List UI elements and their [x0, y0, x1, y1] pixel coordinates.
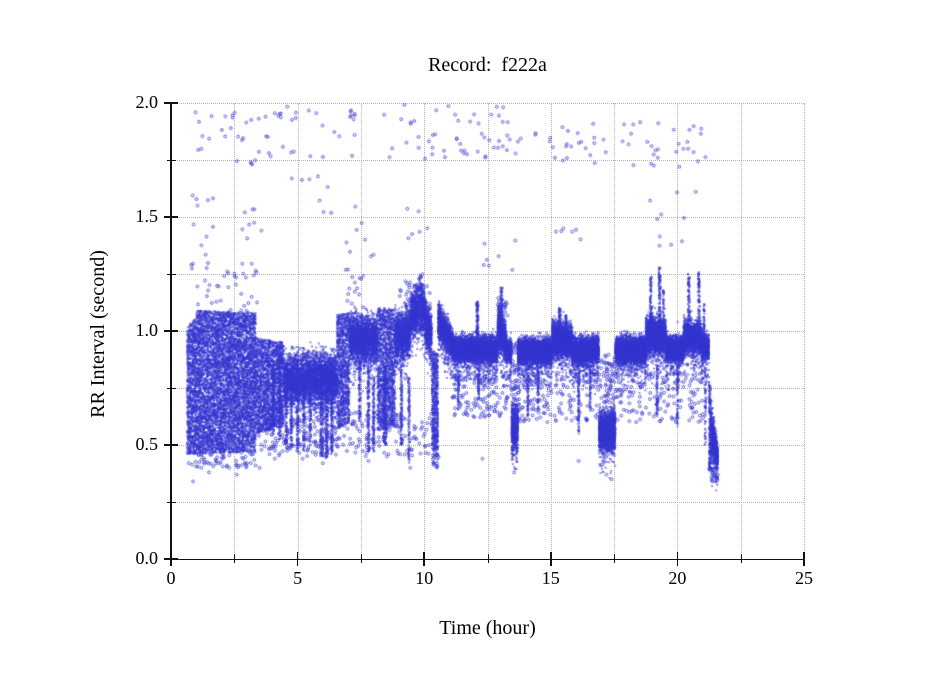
x-minor-tick [360, 554, 362, 563]
x-axis-label: Time (hour) [439, 617, 536, 639]
chart-title: Record: f222a [428, 54, 547, 76]
x-major-tick [423, 552, 425, 566]
x-major-tick [676, 552, 679, 566]
y-major-tick [164, 102, 178, 104]
gridline-y [171, 445, 804, 446]
x-major-tick [296, 552, 299, 566]
x-tick-label: 10 [415, 568, 434, 588]
x-minor-tick [487, 554, 489, 563]
gridline-y [171, 274, 804, 275]
y-minor-tick [167, 274, 176, 275]
gridline-y [171, 331, 804, 332]
gridline-y [171, 217, 804, 218]
x-tick-label: 5 [293, 568, 303, 588]
y-tick-label: 1.5 [135, 206, 159, 226]
gridline-x [804, 103, 805, 559]
y-major-tick [164, 444, 178, 446]
x-tick-label: 15 [541, 568, 560, 588]
gridline-y [171, 502, 804, 503]
x-minor-tick [614, 554, 616, 563]
gridline-y [171, 103, 804, 104]
y-major-tick [164, 216, 178, 218]
x-minor-tick [234, 554, 236, 563]
y-minor-tick [167, 388, 176, 389]
x-tick-label: 25 [795, 568, 813, 588]
x-tick-label: 20 [668, 568, 687, 588]
y-tick-label: 2.0 [135, 92, 159, 112]
gridline-y [171, 160, 804, 161]
y-minor-tick [167, 502, 176, 503]
x-major-tick [550, 552, 552, 566]
x-tick-label: 0 [166, 568, 176, 588]
y-major-tick [164, 558, 178, 560]
y-tick-label: 0.5 [135, 434, 159, 454]
y-tick-label: 1.0 [135, 320, 159, 340]
y-minor-tick [167, 160, 176, 161]
y-axis-line [170, 103, 172, 561]
x-minor-tick [740, 554, 742, 563]
y-major-tick [164, 330, 178, 332]
y-tick-label: 0.0 [135, 548, 159, 568]
x-major-tick [803, 552, 805, 566]
gridline-y [171, 388, 804, 389]
